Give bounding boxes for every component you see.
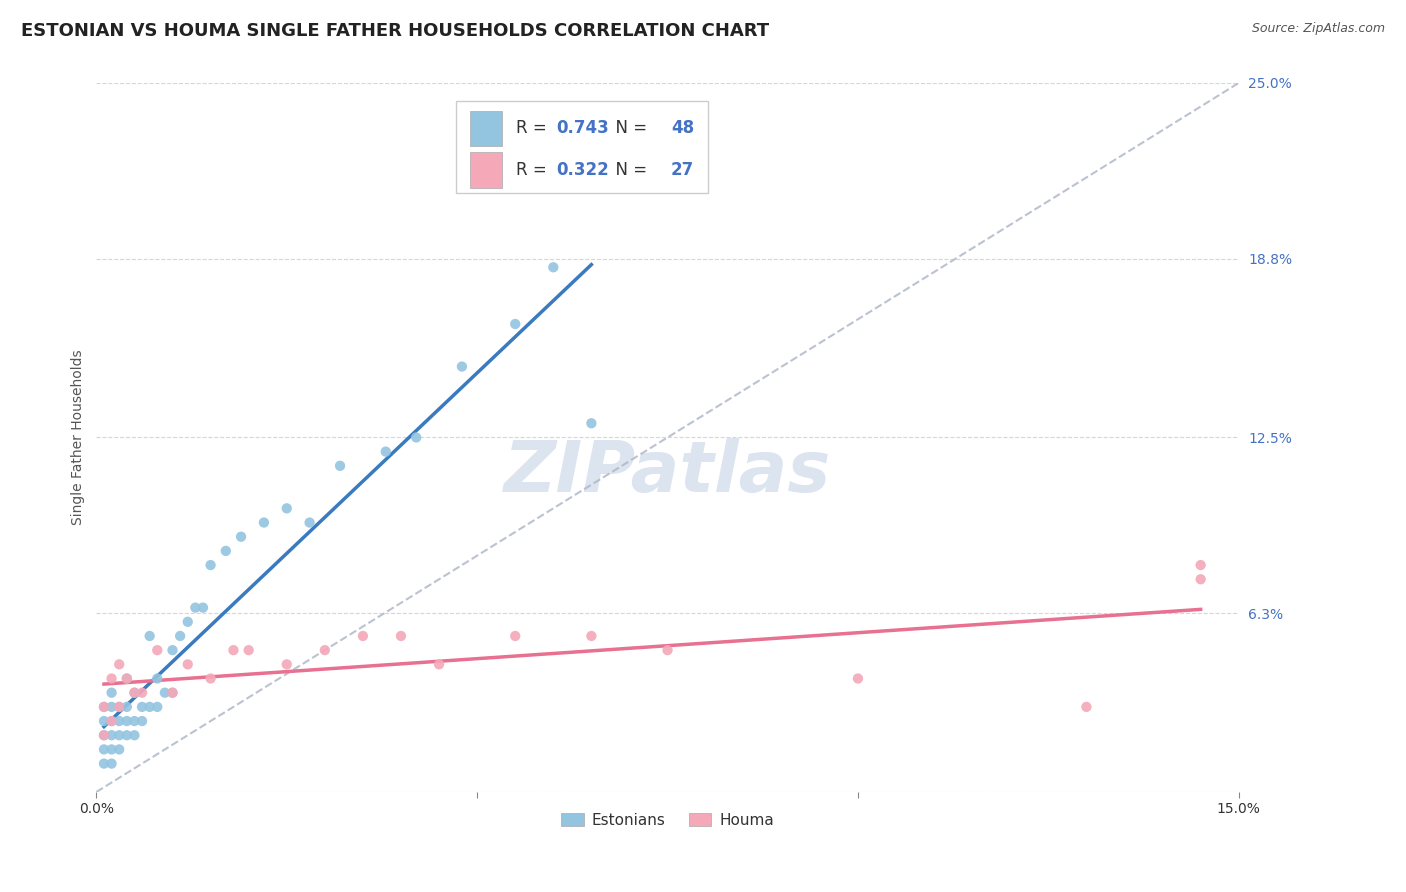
Point — [177, 615, 200, 629]
Point — [93, 699, 115, 714]
Point — [115, 714, 138, 728]
Point — [298, 516, 321, 530]
Point — [581, 629, 603, 643]
Point — [503, 317, 526, 331]
Legend: Estonians, Houma: Estonians, Houma — [555, 806, 780, 834]
Point — [238, 643, 260, 657]
Point — [108, 699, 131, 714]
Text: 0.322: 0.322 — [557, 161, 609, 178]
Point — [276, 657, 298, 672]
Point — [162, 686, 184, 700]
FancyBboxPatch shape — [470, 152, 502, 187]
Point — [1189, 572, 1212, 586]
Point — [184, 600, 207, 615]
Point — [276, 501, 298, 516]
Point — [115, 672, 138, 686]
Point — [352, 629, 374, 643]
Point — [177, 657, 200, 672]
Y-axis label: Single Father Households: Single Father Households — [72, 350, 86, 525]
Point — [124, 686, 146, 700]
Point — [93, 714, 115, 728]
Point — [100, 756, 122, 771]
Point — [162, 686, 184, 700]
Point — [131, 686, 153, 700]
Point — [100, 714, 122, 728]
Text: 27: 27 — [671, 161, 695, 178]
Point — [329, 458, 352, 473]
Point — [1076, 699, 1098, 714]
Point — [200, 558, 222, 572]
Point — [1189, 558, 1212, 572]
Point — [222, 643, 245, 657]
Point — [138, 629, 160, 643]
Point — [100, 714, 122, 728]
Point — [108, 657, 131, 672]
Point — [108, 728, 131, 742]
Point — [146, 672, 169, 686]
Point — [146, 699, 169, 714]
Point — [131, 699, 153, 714]
Point — [581, 417, 603, 431]
Point — [253, 516, 276, 530]
Point — [124, 714, 146, 728]
Point — [200, 672, 222, 686]
Text: R =: R = — [516, 161, 551, 178]
Point — [405, 430, 427, 444]
Point — [846, 672, 869, 686]
Point — [93, 756, 115, 771]
Point — [115, 672, 138, 686]
FancyBboxPatch shape — [470, 111, 502, 146]
Point — [451, 359, 474, 374]
Point — [108, 699, 131, 714]
Text: ESTONIAN VS HOUMA SINGLE FATHER HOUSEHOLDS CORRELATION CHART: ESTONIAN VS HOUMA SINGLE FATHER HOUSEHOL… — [21, 22, 769, 40]
Text: 48: 48 — [671, 120, 695, 137]
Point — [146, 643, 169, 657]
Text: ZIPatlas: ZIPatlas — [503, 438, 831, 508]
Text: 0.743: 0.743 — [557, 120, 609, 137]
Point — [93, 728, 115, 742]
Text: Source: ZipAtlas.com: Source: ZipAtlas.com — [1251, 22, 1385, 36]
Point — [162, 643, 184, 657]
Text: R =: R = — [516, 120, 551, 137]
Point — [657, 643, 679, 657]
Point — [191, 600, 214, 615]
Point — [100, 728, 122, 742]
Point — [100, 699, 122, 714]
Point — [389, 629, 412, 643]
Point — [131, 714, 153, 728]
Point — [169, 629, 191, 643]
Point — [229, 530, 252, 544]
Point — [138, 699, 160, 714]
Point — [427, 657, 450, 672]
Point — [100, 672, 122, 686]
FancyBboxPatch shape — [456, 101, 707, 193]
Point — [93, 728, 115, 742]
Point — [93, 699, 115, 714]
Text: N =: N = — [605, 161, 652, 178]
Point — [108, 742, 131, 756]
Point — [215, 544, 238, 558]
Point — [503, 629, 526, 643]
Point — [543, 260, 565, 275]
Point — [108, 714, 131, 728]
Text: N =: N = — [605, 120, 652, 137]
Point — [100, 686, 122, 700]
Point — [374, 444, 396, 458]
Point — [124, 728, 146, 742]
Point — [314, 643, 336, 657]
Point — [100, 742, 122, 756]
Point — [124, 686, 146, 700]
Point — [93, 742, 115, 756]
Point — [153, 686, 176, 700]
Point — [115, 699, 138, 714]
Point — [115, 728, 138, 742]
